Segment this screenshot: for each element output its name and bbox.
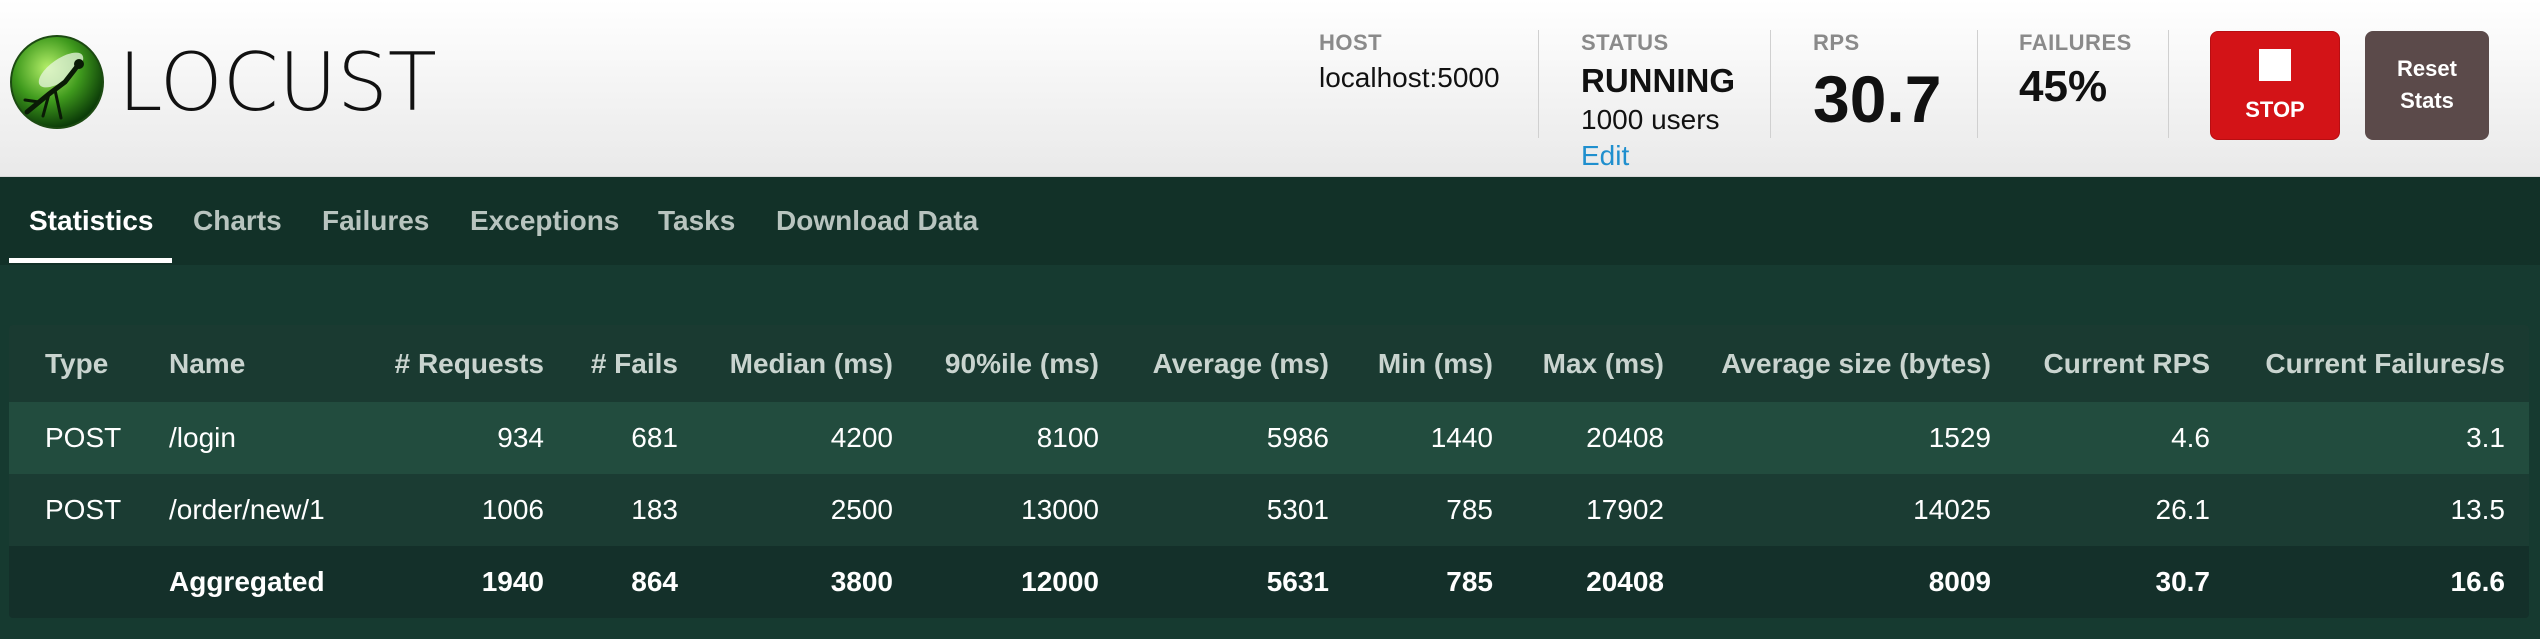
cell-requests: 1006 bbox=[374, 474, 568, 546]
tab-charts[interactable]: Charts bbox=[193, 205, 282, 236]
stop-square-icon bbox=[2259, 49, 2291, 81]
user-count: 1000 users bbox=[1581, 104, 1720, 135]
cell-requests: 934 bbox=[374, 402, 568, 474]
cell-max: 17902 bbox=[1517, 474, 1688, 546]
cell-fails: 864 bbox=[568, 546, 702, 618]
cell-current-failures: 3.1 bbox=[2234, 402, 2529, 474]
column-header-90ile[interactable]: 90%ile (ms) bbox=[944, 347, 1099, 379]
column-header-fails[interactable]: # Fails bbox=[590, 347, 678, 379]
edit-users-link[interactable]: Edit bbox=[1581, 140, 1630, 171]
cell-name: Aggregated bbox=[169, 546, 374, 618]
header-divider bbox=[1770, 30, 1771, 138]
locust-logo-icon bbox=[10, 35, 104, 129]
cell-median: 2500 bbox=[702, 474, 917, 546]
aggregated-row: Aggregated 1940 864 3800 12000 5631 785 … bbox=[9, 546, 2529, 618]
header-divider bbox=[1538, 30, 1539, 138]
stop-button-label: STOP bbox=[2245, 97, 2305, 122]
statistics-table: Type Name # Requests # Fails Median (ms)… bbox=[9, 325, 2529, 618]
rps-label: RPS bbox=[1813, 30, 1860, 55]
column-header-current-rps[interactable]: Current RPS bbox=[2043, 347, 2210, 379]
cell-type: POST bbox=[9, 402, 169, 474]
cell-current-failures: 16.6 bbox=[2234, 546, 2529, 618]
statistics-table-container: Type Name # Requests # Fails Median (ms)… bbox=[9, 325, 2529, 618]
column-header-avg-size[interactable]: Average size (bytes) bbox=[1721, 347, 1991, 379]
cell-max: 20408 bbox=[1517, 546, 1688, 618]
tab-download-data[interactable]: Download Data bbox=[776, 205, 979, 236]
reset-stats-button[interactable]: Reset Stats bbox=[2365, 31, 2489, 140]
column-header-median[interactable]: Median (ms) bbox=[729, 347, 893, 379]
cell-median: 4200 bbox=[702, 402, 917, 474]
cell-average: 5301 bbox=[1123, 474, 1353, 546]
failures-block: FAILURES 45% bbox=[2019, 30, 2132, 112]
header-divider bbox=[2168, 30, 2169, 138]
cell-current-failures: 13.5 bbox=[2234, 474, 2529, 546]
cell-max: 20408 bbox=[1517, 402, 1688, 474]
failures-value: 45% bbox=[2019, 62, 2108, 111]
column-header-min[interactable]: Min (ms) bbox=[1377, 347, 1493, 379]
top-header: LOCUST HOST localhost:5000 STATUS RUNNIN… bbox=[0, 0, 2540, 177]
tab-exceptions[interactable]: Exceptions bbox=[470, 205, 620, 236]
column-header-current-failures[interactable]: Current Failures/s bbox=[2265, 347, 2505, 379]
cell-name: /login bbox=[169, 402, 374, 474]
cell-average: 5631 bbox=[1123, 546, 1353, 618]
column-header-max[interactable]: Max (ms) bbox=[1542, 347, 1664, 379]
cell-median: 3800 bbox=[702, 546, 917, 618]
status-block: STATUS RUNNING 1000 users Edit bbox=[1581, 30, 1735, 172]
cell-90ile: 12000 bbox=[917, 546, 1123, 618]
failures-label: FAILURES bbox=[2019, 30, 2132, 55]
cell-min: 785 bbox=[1353, 474, 1517, 546]
host-block: HOST localhost:5000 bbox=[1319, 30, 1500, 94]
cell-90ile: 8100 bbox=[917, 402, 1123, 474]
stop-button[interactable]: STOP bbox=[2210, 31, 2340, 140]
cell-avg-size: 8009 bbox=[1688, 546, 2015, 618]
cell-fails: 183 bbox=[568, 474, 702, 546]
table-row: POST /login 934 681 4200 8100 5986 1440 … bbox=[9, 402, 2529, 474]
column-header-average[interactable]: Average (ms) bbox=[1152, 347, 1329, 379]
cell-avg-size: 14025 bbox=[1688, 474, 2015, 546]
cell-min: 1440 bbox=[1353, 402, 1517, 474]
rps-block: RPS 30.7 bbox=[1813, 30, 1941, 132]
reset-button-line1: Reset bbox=[2397, 56, 2457, 81]
column-header-requests[interactable]: # Requests bbox=[394, 347, 544, 379]
cell-90ile: 13000 bbox=[917, 474, 1123, 546]
cell-avg-size: 1529 bbox=[1688, 402, 2015, 474]
host-label: HOST bbox=[1319, 30, 1383, 55]
status-value: RUNNING bbox=[1581, 62, 1735, 99]
cell-current-rps: 30.7 bbox=[2015, 546, 2234, 618]
host-value: localhost:5000 bbox=[1319, 62, 1500, 93]
table-row: POST /order/new/1 1006 183 2500 13000 53… bbox=[9, 474, 2529, 546]
column-header-type[interactable]: Type bbox=[45, 347, 109, 379]
column-header-name[interactable]: Name bbox=[169, 347, 246, 379]
cell-average: 5986 bbox=[1123, 402, 1353, 474]
rps-value: 30.7 bbox=[1813, 62, 1942, 136]
cell-fails: 681 bbox=[568, 402, 702, 474]
reset-button-line2: Stats bbox=[2400, 88, 2454, 113]
cell-type bbox=[9, 546, 169, 618]
header-divider bbox=[1977, 30, 1978, 138]
tab-tasks[interactable]: Tasks bbox=[658, 205, 736, 236]
table-header-row: Type Name # Requests # Fails Median (ms)… bbox=[9, 325, 2529, 402]
tab-statistics[interactable]: Statistics bbox=[29, 205, 154, 236]
cell-min: 785 bbox=[1353, 546, 1517, 618]
cell-name: /order/new/1 bbox=[169, 474, 374, 546]
main-nav-tabs: Statistics Charts Failures Exceptions Ta… bbox=[0, 177, 2540, 265]
tab-failures[interactable]: Failures bbox=[322, 205, 430, 236]
status-label: STATUS bbox=[1581, 30, 1669, 55]
cell-type: POST bbox=[9, 474, 169, 546]
cell-current-rps: 4.6 bbox=[2015, 402, 2234, 474]
brand-name: LOCUST bbox=[118, 36, 437, 129]
active-tab-indicator bbox=[9, 258, 172, 263]
cell-requests: 1940 bbox=[374, 546, 568, 618]
cell-current-rps: 26.1 bbox=[2015, 474, 2234, 546]
